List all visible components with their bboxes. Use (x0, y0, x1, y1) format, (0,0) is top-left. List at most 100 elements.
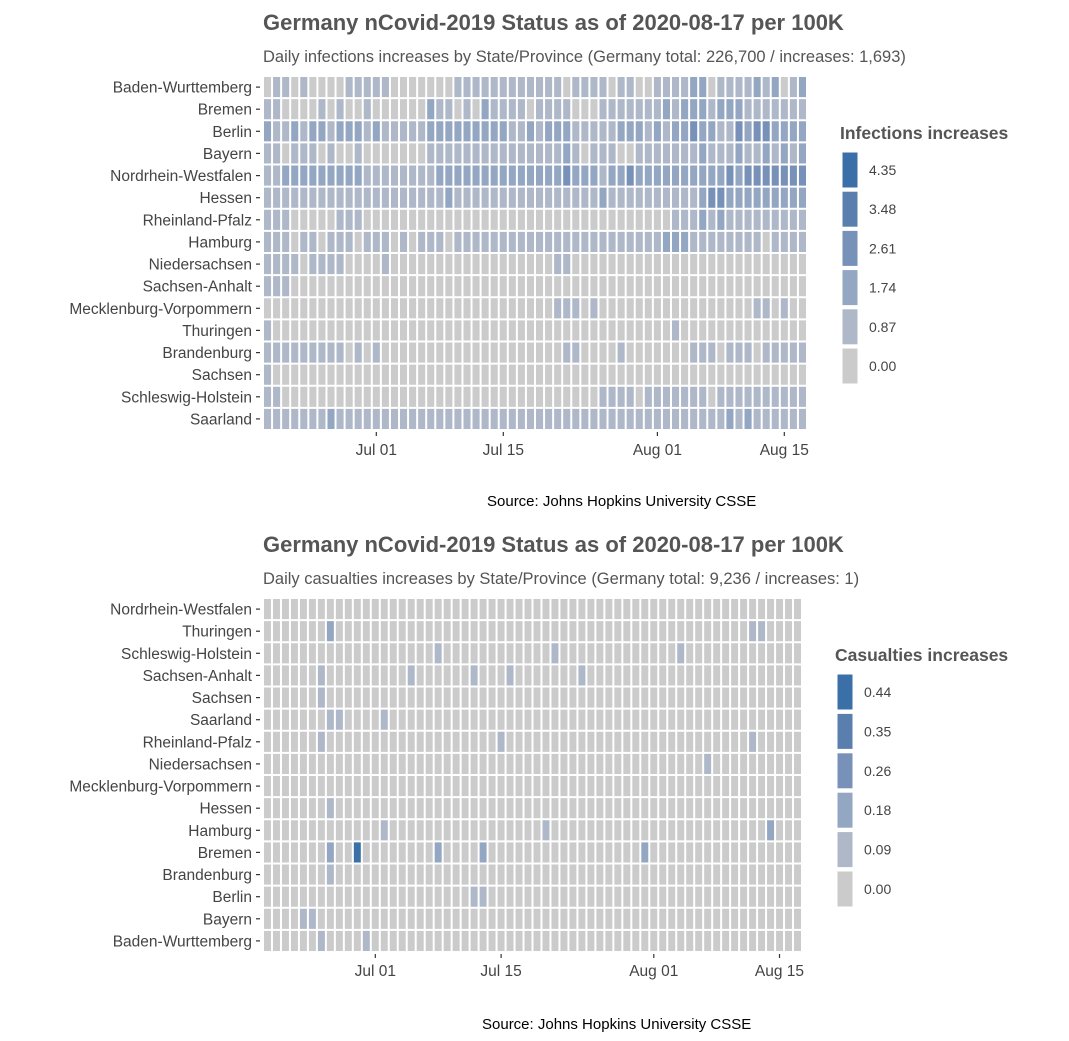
heatmap-cell (336, 165, 344, 186)
heatmap-cell (744, 121, 752, 142)
heatmap-cell (644, 77, 652, 98)
heatmap-cell (699, 364, 707, 385)
heatmap-cell (744, 165, 752, 186)
heatmap-cell (686, 864, 694, 885)
heatmap-cell (713, 908, 721, 929)
heatmap-cell (425, 930, 433, 952)
heatmap-cell (526, 143, 534, 164)
y-tick-label: Saarland (190, 712, 252, 729)
heatmap-cell (290, 776, 298, 797)
heatmap-cell (434, 908, 442, 929)
heatmap-cell (569, 886, 577, 907)
heatmap-cell (479, 798, 487, 819)
heatmap-cell (551, 709, 559, 730)
heatmap-cell (281, 864, 289, 885)
heatmap-cell (653, 77, 661, 98)
heatmap-cell (650, 665, 658, 686)
heatmap-cell (454, 364, 462, 385)
heatmap-cell (291, 77, 299, 98)
heatmap-cell (587, 753, 595, 775)
heatmap-cell (264, 599, 271, 620)
heatmap-cell (735, 231, 743, 253)
heatmap-cell (434, 731, 442, 752)
heatmap-cell (362, 709, 370, 730)
heatmap-cell (290, 643, 298, 664)
heatmap-cell (398, 908, 406, 929)
heatmap-cell (434, 753, 442, 775)
heatmap-cell (434, 798, 442, 819)
heatmap-cell (407, 886, 415, 907)
heatmap-cell (264, 753, 271, 775)
heatmap-cell (508, 408, 516, 430)
heatmap-cell (717, 165, 725, 186)
heatmap-cell (554, 187, 562, 208)
legend-label: 3.48 (869, 201, 896, 217)
heatmap-cell (533, 886, 541, 907)
heatmap-cell (740, 599, 748, 620)
heatmap-cell (794, 731, 801, 752)
heatmap-cell (291, 276, 299, 297)
heatmap-cell (472, 342, 480, 363)
heatmap-cell (789, 77, 797, 98)
heatmap-cell (434, 886, 442, 907)
heatmap-cell (308, 709, 316, 730)
heatmap-cell (708, 364, 716, 385)
heatmap-cell (578, 643, 586, 664)
heatmap-cell (749, 798, 757, 819)
heatmap-cell (353, 687, 361, 708)
heatmap-cell (587, 820, 595, 841)
heatmap-cell (308, 687, 316, 708)
heatmap-cell (686, 886, 694, 907)
y-tick-label: Sachsen-Anhalt (143, 668, 253, 685)
heatmap-cell (335, 753, 343, 775)
heatmap-cell (608, 386, 616, 407)
legend-key (841, 269, 859, 307)
heatmap-cell (641, 599, 649, 620)
heatmap-cell (599, 231, 607, 253)
heatmap-cell (590, 143, 598, 164)
heatmap-cell (479, 886, 487, 907)
heatmap-cell (722, 687, 730, 708)
heatmap-cell (668, 621, 676, 642)
heatmap-cell (735, 121, 743, 142)
heatmap-cell (479, 864, 487, 885)
heatmap-cell (740, 886, 748, 907)
heatmap-cell (740, 864, 748, 885)
heatmap-cell (771, 143, 779, 164)
heatmap-cell (731, 908, 739, 929)
heatmap-cell (590, 121, 598, 142)
heatmap-cell (542, 753, 550, 775)
heatmap-cell (785, 753, 793, 775)
heatmap-cell (659, 621, 667, 642)
y-tick-label: Berlin (212, 124, 252, 141)
heatmap-cell (587, 621, 595, 642)
heatmap-cell (699, 187, 707, 208)
heatmap-cell (524, 930, 532, 952)
heatmap-cell (479, 665, 487, 686)
heatmap-cell (353, 820, 361, 841)
heatmap-cell (578, 798, 586, 819)
heatmap-cell (713, 599, 721, 620)
heatmap-cell (545, 386, 553, 407)
heatmap-cell (672, 231, 680, 253)
heatmap-cell (390, 99, 398, 120)
heatmap-cell (740, 753, 748, 775)
heatmap-cell (554, 386, 562, 407)
heatmap-cell (479, 820, 487, 841)
heatmap-cell (545, 187, 553, 208)
heatmap-cell (672, 386, 680, 407)
heatmap-cell (281, 665, 289, 686)
heatmap-cell (490, 165, 498, 186)
heatmap-cell (794, 798, 801, 819)
heatmap-cell (470, 599, 478, 620)
heatmap-cell (713, 731, 721, 752)
heatmap-cell (677, 864, 685, 885)
heatmap-cell (644, 165, 652, 186)
heatmap-cell (526, 408, 534, 430)
heatmap-cell (560, 731, 568, 752)
heatmap-cell (436, 386, 444, 407)
heatmap-cell (785, 864, 793, 885)
heatmap-cell (554, 364, 562, 385)
heatmap-cell (690, 364, 698, 385)
heatmap-cell (762, 320, 770, 341)
